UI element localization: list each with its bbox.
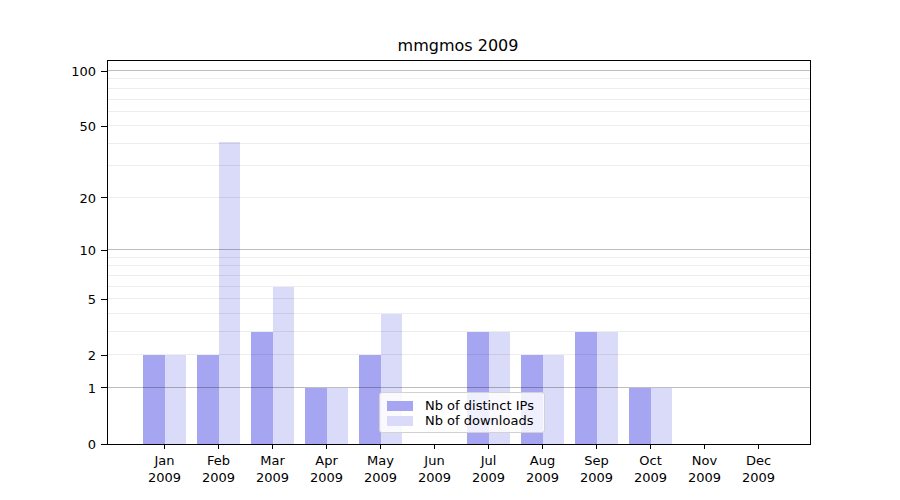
chart-title: mmgmos 2009: [107, 36, 809, 55]
bar-distinct-ips-feb: [197, 355, 219, 444]
gridline-minor: [108, 265, 810, 266]
gridline-minor: [108, 275, 810, 276]
legend-swatch-downloads-icon: [387, 416, 413, 426]
gridline-minor: [108, 286, 810, 287]
bar-downloads-feb: [219, 142, 241, 444]
y-axis-tick: [101, 250, 107, 251]
gridline-minor: [108, 99, 810, 100]
x-axis-tick-label: Sep 2009: [567, 452, 627, 486]
x-axis-tick: [380, 444, 381, 449]
legend-swatch-distinct-ips-icon: [387, 401, 413, 411]
x-axis-tick: [272, 444, 273, 449]
x-axis-tick: [596, 444, 597, 449]
gridline-minor: [108, 143, 810, 144]
bar-distinct-ips-may: [359, 355, 381, 444]
y-axis-tick: [101, 197, 107, 198]
y-axis-tick-label: 20: [36, 192, 96, 205]
gridline-minor: [108, 313, 810, 314]
x-axis-tick-label: Mar 2009: [243, 452, 303, 486]
bar-distinct-ips-oct: [629, 388, 651, 444]
y-axis-tick: [101, 387, 107, 388]
x-axis-tick-label: Jul 2009: [459, 452, 519, 486]
gridline-minor: [108, 257, 810, 258]
x-axis-tick-label: Dec 2009: [729, 452, 789, 486]
bar-distinct-ips-mar: [251, 332, 273, 444]
legend: Nb of distinct IPs Nb of downloads: [379, 392, 545, 433]
bar-distinct-ips-jan: [143, 355, 165, 444]
legend-label-downloads: Nb of downloads: [425, 413, 533, 428]
legend-item-distinct-ips: Nb of distinct IPs: [387, 398, 536, 413]
x-axis-tick-label: Feb 2009: [189, 452, 249, 486]
y-axis-tick-label: 50: [36, 120, 96, 133]
y-axis-tick: [101, 126, 107, 127]
gridline-minor: [108, 331, 810, 332]
gridline-minor: [108, 298, 810, 299]
plot-area: 0125102050100Jan 2009Feb 2009Mar 2009Apr…: [107, 60, 811, 445]
bar-downloads-mar: [273, 287, 295, 444]
gridline-minor: [108, 111, 810, 112]
legend-label-distinct-ips: Nb of distinct IPs: [425, 398, 534, 413]
y-axis-tick: [101, 299, 107, 300]
x-axis-tick-label: May 2009: [351, 452, 411, 486]
figure: mmgmos 2009 0125102050100Jan 2009Feb 200…: [0, 0, 900, 500]
x-axis-tick: [488, 444, 489, 449]
bar-downloads-apr: [327, 388, 349, 444]
gridline-minor: [108, 354, 810, 355]
gridline-minor: [108, 197, 810, 198]
y-axis-tick-label: 1: [36, 382, 96, 395]
y-axis-tick: [101, 444, 107, 445]
x-axis-tick: [758, 444, 759, 449]
bar-distinct-ips-sep: [575, 332, 597, 444]
x-axis-tick: [218, 444, 219, 449]
x-axis-tick-label: Apr 2009: [297, 452, 357, 486]
x-axis-tick-label: Aug 2009: [513, 452, 573, 486]
x-axis-tick-label: Jan 2009: [135, 452, 195, 486]
legend-item-downloads: Nb of downloads: [387, 413, 536, 428]
gridline-major: [108, 387, 810, 388]
x-axis-tick-label: Oct 2009: [621, 452, 681, 486]
y-axis-tick-label: 100: [36, 65, 96, 78]
y-axis-tick-label: 0: [36, 438, 96, 451]
x-axis-tick: [164, 444, 165, 449]
x-axis-tick: [650, 444, 651, 449]
gridline-major: [108, 249, 810, 250]
gridline-minor: [108, 165, 810, 166]
bar-distinct-ips-apr: [305, 388, 327, 444]
gridline-minor: [108, 125, 810, 126]
x-axis-tick: [434, 444, 435, 449]
y-axis-tick-label: 10: [36, 244, 96, 257]
y-axis-tick: [101, 355, 107, 356]
bar-downloads-oct: [651, 388, 673, 444]
bar-downloads-aug: [543, 355, 565, 444]
y-axis-tick-label: 5: [36, 293, 96, 306]
gridline-minor: [108, 78, 810, 79]
x-axis-tick-label: Jun 2009: [405, 452, 465, 486]
x-axis-tick-label: Nov 2009: [675, 452, 735, 486]
gridline-minor: [108, 88, 810, 89]
bar-downloads-sep: [597, 332, 619, 444]
gridline-major: [108, 70, 810, 71]
bar-downloads-jan: [165, 355, 187, 444]
x-axis-tick: [704, 444, 705, 449]
x-axis-tick: [542, 444, 543, 449]
y-axis-tick: [101, 71, 107, 72]
y-axis-tick-label: 2: [36, 349, 96, 362]
x-axis-tick: [326, 444, 327, 449]
